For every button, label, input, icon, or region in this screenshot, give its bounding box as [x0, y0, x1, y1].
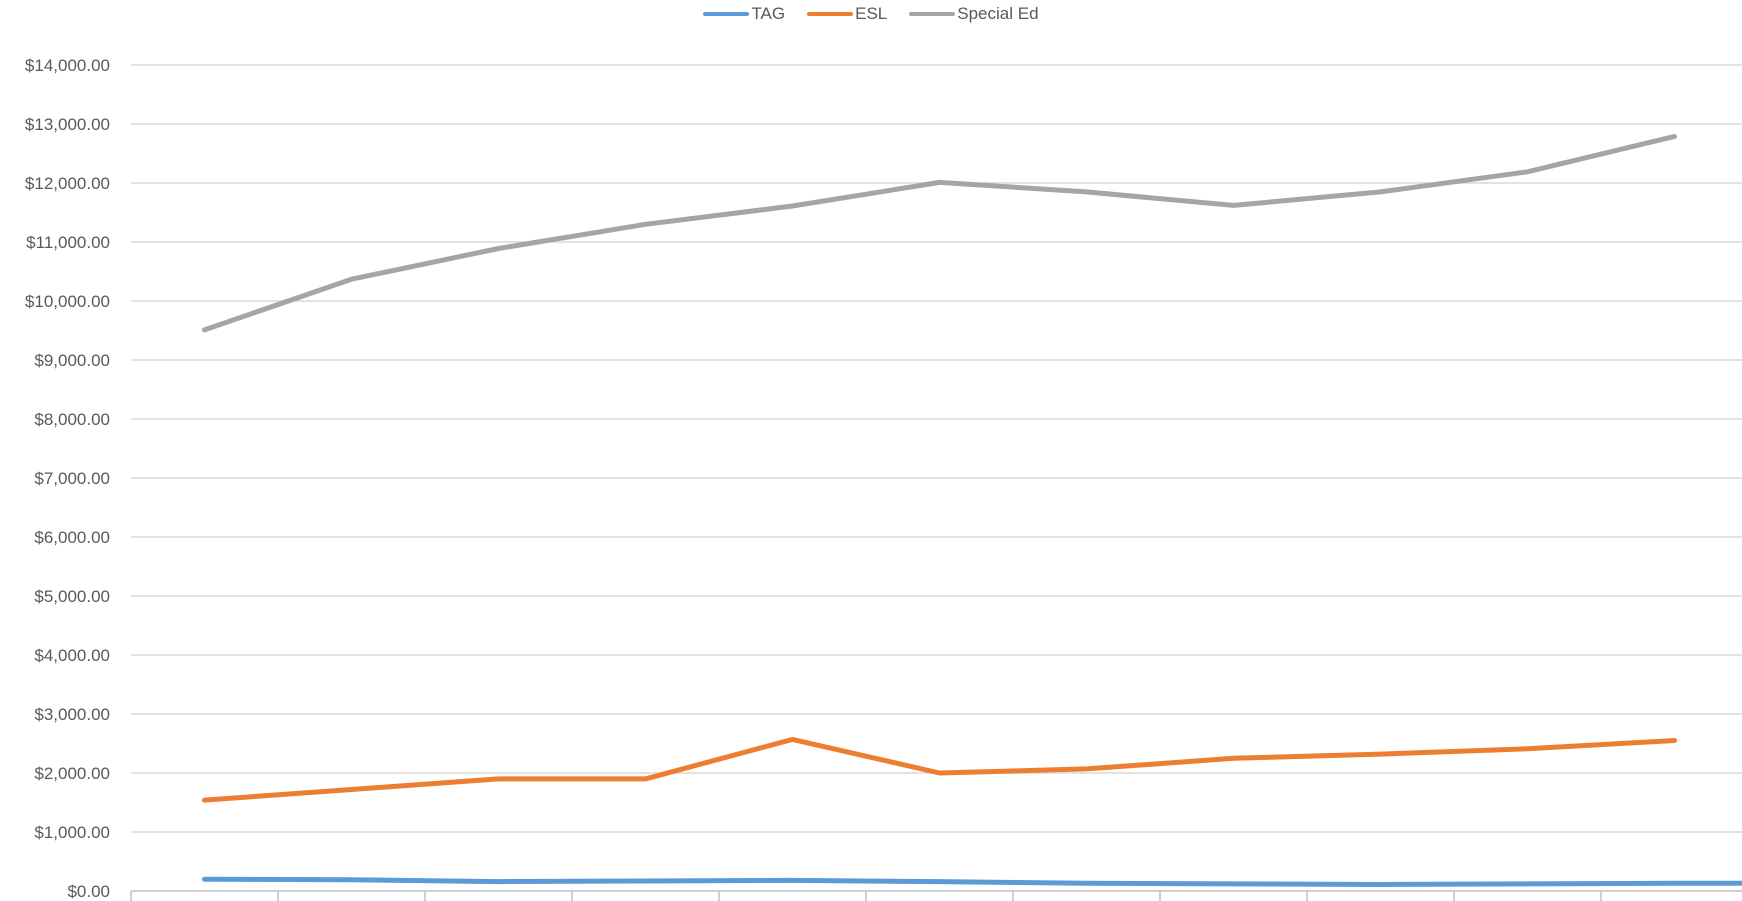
y-tick-label: $3,000.00: [34, 705, 110, 724]
legend-swatch-tag: [703, 12, 750, 16]
y-tick-label: $13,000.00: [25, 115, 110, 134]
y-tick-label: $14,000.00: [25, 56, 110, 75]
series-line-tag: [202, 876, 1742, 887]
y-tick-label: $7,000.00: [34, 469, 110, 488]
y-tick-label: $6,000.00: [34, 528, 110, 547]
series-line-esl: [202, 736, 1677, 803]
y-axis-tick-labels: $0.00 $1,000.00 $2,000.00 $3,000.00 $4,000.0…: [25, 56, 110, 901]
legend-label-esl: ESL: [855, 4, 888, 23]
y-tick-label: $12,000.00: [25, 174, 110, 193]
legend-swatch-esl: [807, 12, 854, 16]
series-lines: [202, 133, 1742, 887]
x-axis-ticks: [130, 891, 1602, 901]
y-tick-label: $0.00: [67, 882, 110, 901]
y-tick-label: $8,000.00: [34, 410, 110, 429]
chart-legend: TAG ESL Special Ed: [0, 4, 1742, 24]
y-tick-label: $2,000.00: [34, 764, 110, 783]
y-tick-label: $11,000.00: [26, 233, 110, 252]
y-tick-label: $9,000.00: [34, 351, 110, 370]
y-tick-label: $10,000.00: [25, 292, 110, 311]
legend-item-esl: ESL: [807, 4, 887, 24]
y-tick-label: $5,000.00: [34, 587, 110, 606]
gridlines: [131, 64, 1742, 892]
legend-label-special-ed: Special Ed: [957, 4, 1039, 23]
legend-swatch-special-ed: [909, 12, 956, 16]
legend-label-tag: TAG: [751, 4, 786, 23]
y-tick-label: $4,000.00: [34, 646, 110, 665]
y-tick-label: $1,000.00: [34, 823, 110, 842]
legend-item-special-ed: Special Ed: [909, 4, 1039, 24]
series-line-special-ed: [202, 133, 1677, 333]
legend-item-tag: TAG: [703, 4, 785, 24]
